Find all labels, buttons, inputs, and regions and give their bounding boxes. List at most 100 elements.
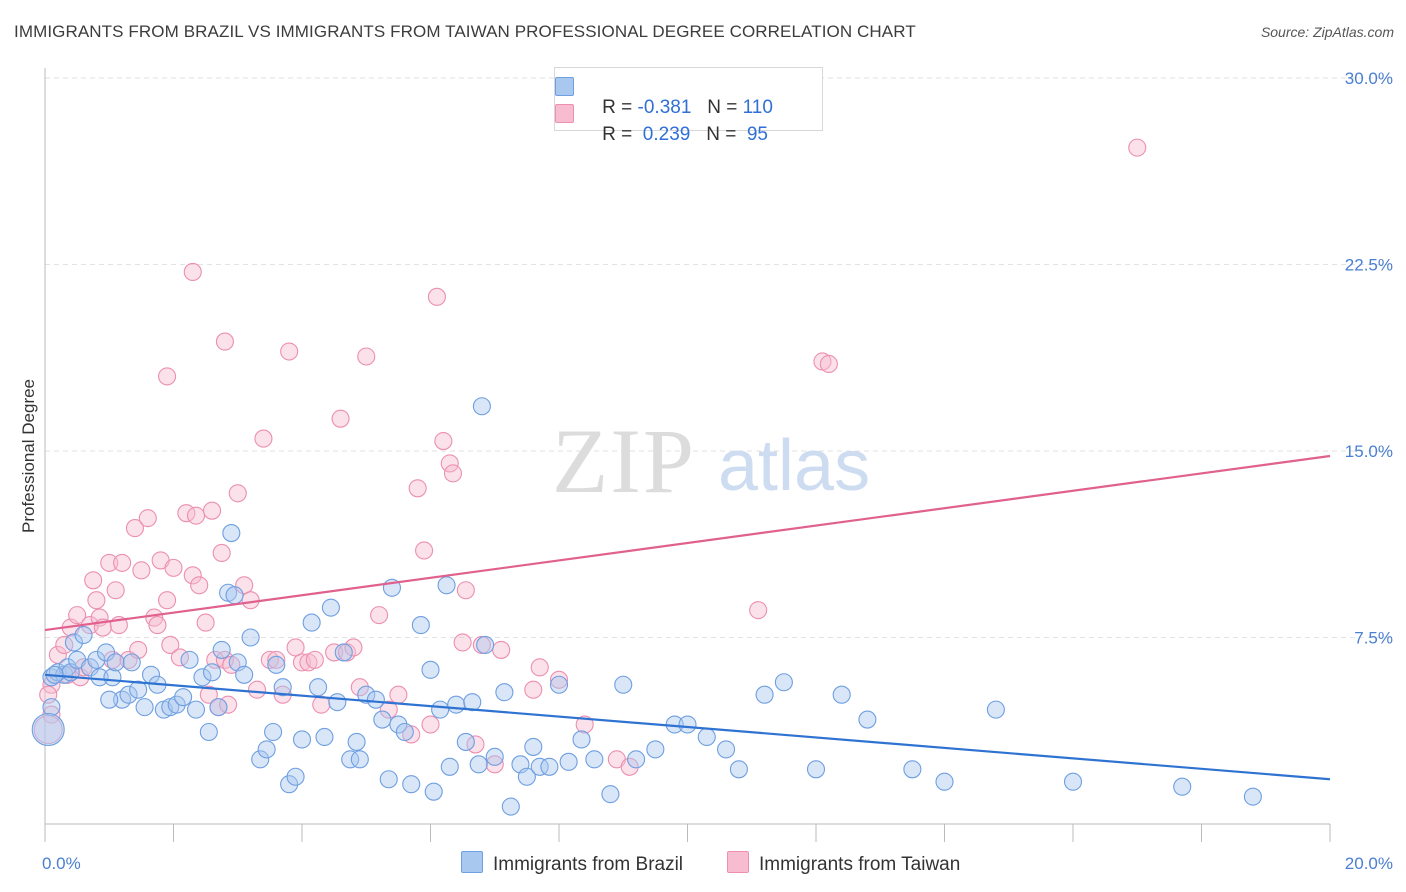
brazil-point <box>203 663 222 682</box>
taiwan-point <box>280 342 299 361</box>
brazil-point <box>472 397 491 416</box>
taiwan-point <box>485 755 504 774</box>
brazil-point <box>729 760 748 779</box>
brazil-point <box>517 767 536 786</box>
taiwan-point <box>215 332 234 351</box>
taiwan-point <box>203 501 222 520</box>
brazil-point <box>379 770 398 789</box>
taiwan-point <box>196 613 215 632</box>
taiwan-point <box>247 680 267 699</box>
brazil-point <box>199 722 218 742</box>
brazil-point <box>119 685 138 704</box>
taiwan-point <box>212 543 231 563</box>
brazil-point <box>469 755 488 774</box>
bottom-legend-swatch-brazil <box>461 851 483 873</box>
taiwan-point <box>524 680 543 699</box>
brazil-point <box>614 675 633 694</box>
brazil-point <box>524 737 543 756</box>
bottom-legend-swatch-taiwan <box>727 851 749 873</box>
brazil-point <box>135 698 154 717</box>
taiwan-point <box>228 484 247 503</box>
taiwan-point <box>620 757 639 776</box>
brazil-point <box>80 658 100 677</box>
brazil-point <box>549 675 569 694</box>
taiwan-point <box>415 541 434 560</box>
y-axis-label: Professional Degree <box>19 379 38 533</box>
brazil-point <box>273 678 292 697</box>
taiwan-point <box>492 640 511 659</box>
brazil-point <box>251 750 270 769</box>
taiwan-point <box>235 576 254 595</box>
brazil-point <box>74 625 93 645</box>
brazil-point <box>572 730 591 749</box>
brazil-point <box>42 698 61 717</box>
taiwan-point <box>357 347 376 366</box>
taiwan-point <box>530 658 549 677</box>
brazil-point <box>241 628 260 647</box>
brazil-trend-line <box>44 673 1331 781</box>
brazil-point <box>402 775 421 794</box>
brazil-point <box>87 650 106 669</box>
brazil-point <box>678 715 697 734</box>
brazil-point <box>222 524 241 543</box>
taiwan-point <box>125 519 144 538</box>
brazil-point <box>774 673 793 692</box>
brazil-point <box>292 730 312 749</box>
taiwan-point <box>100 553 119 572</box>
legend-n-label: N = <box>707 97 738 118</box>
tick-labels: 7.5% 15.0% 22.5% 30.0% 0.0% 20.0% <box>42 69 1393 873</box>
taiwan-point <box>267 650 286 669</box>
brazil-point <box>832 685 851 704</box>
brazil-point <box>437 576 456 595</box>
brazil-point <box>1063 772 1083 791</box>
brazil-point <box>90 668 109 687</box>
brazil-point <box>627 750 646 769</box>
brazil-point <box>806 760 826 779</box>
grid-lines <box>45 77 1392 638</box>
brazil-point <box>174 688 193 707</box>
brazil-point <box>347 732 366 751</box>
legend-r-label: R = <box>602 124 633 145</box>
brazil-point <box>559 752 578 771</box>
legend-swatch-brazil <box>555 77 574 96</box>
brazil-point <box>530 757 549 776</box>
brazil-points <box>31 397 1262 816</box>
brazil-point <box>501 797 520 816</box>
brazil-point <box>373 710 392 729</box>
brazil-point <box>1173 777 1192 796</box>
brazil-point <box>235 665 254 684</box>
taiwan-point <box>421 715 440 734</box>
taiwan-point <box>1128 138 1147 157</box>
axes <box>44 68 1331 842</box>
brazil-point <box>180 650 199 669</box>
taiwan-point <box>158 367 177 386</box>
taiwan-point <box>241 591 260 610</box>
taiwan-point <box>389 685 408 704</box>
brazil-point <box>106 653 125 672</box>
brazil-point <box>186 700 206 719</box>
brazil-point <box>357 685 376 704</box>
taiwan-point <box>132 561 151 580</box>
taiwan-point <box>138 509 157 528</box>
legend-r-taiwan: 0.239 <box>642 124 691 145</box>
taiwan-point <box>68 606 87 625</box>
brazil-point <box>411 616 430 635</box>
brazil-point <box>447 695 466 714</box>
taiwan-point <box>186 506 206 525</box>
legend-n-taiwan: 95 <box>746 124 768 145</box>
taiwan-point <box>84 571 103 590</box>
taiwan-point <box>749 601 768 620</box>
brazil-point <box>225 586 244 605</box>
taiwan-point <box>456 581 475 600</box>
brazil-point <box>321 598 340 617</box>
taiwan-point <box>370 606 389 625</box>
taiwan-point <box>305 650 324 669</box>
taiwan-point <box>344 638 363 657</box>
brazil-point <box>366 690 385 709</box>
brazil-point <box>440 757 459 776</box>
source-label: Source: ZipAtlas.com <box>1260 24 1394 40</box>
legend-row-brazil: R = -0.381 N = 110 <box>555 75 773 118</box>
taiwan-point <box>199 685 218 704</box>
brazil-point <box>421 660 440 679</box>
brazil-point <box>485 747 504 766</box>
